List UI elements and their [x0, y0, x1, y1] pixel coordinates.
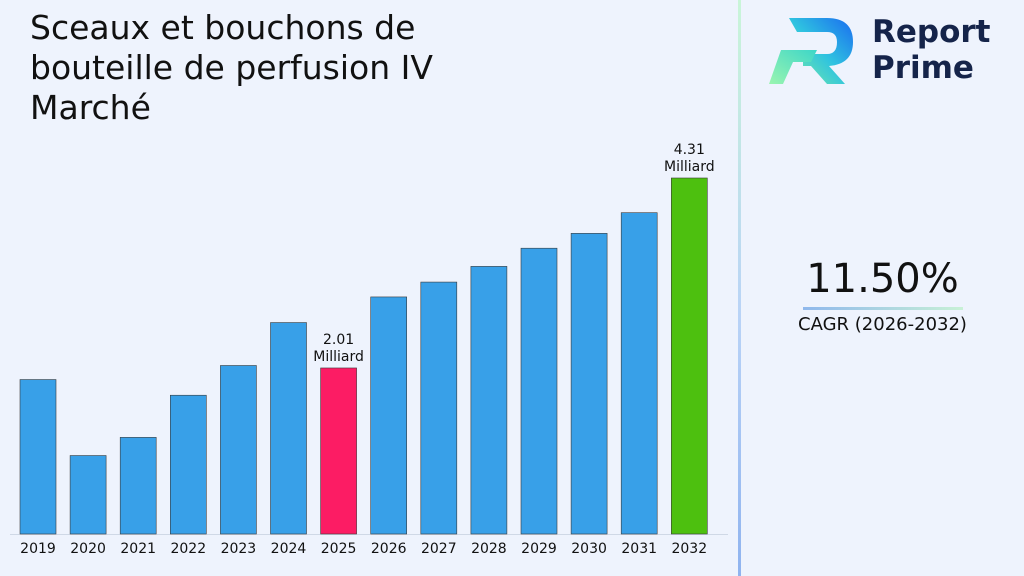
x-tick-label-2024: 2024 [271, 541, 307, 557]
brand-line-1: Report [872, 14, 991, 50]
bar-2028 [470, 266, 508, 535]
bar-2024 [270, 322, 307, 535]
bar-2032 [670, 177, 708, 535]
cagr-value: 11.50% [806, 256, 959, 302]
chart-title: Sceaux et bouchons de bouteille de perfu… [30, 8, 433, 127]
x-tick-label-2023: 2023 [221, 541, 257, 557]
brand-name: Report Prime [872, 14, 991, 86]
bar-2029 [520, 247, 558, 535]
x-tick-label-2025: 2025 [321, 541, 357, 557]
x-tick-label-2020: 2020 [70, 541, 106, 557]
info-panel: Report Prime 11.50% CAGR (2026-2032) [741, 0, 1024, 576]
bar-2030 [570, 233, 608, 535]
brand-line-2: Prime [872, 50, 974, 86]
bar-2026 [370, 296, 408, 535]
cagr-label: CAGR (2026-2032) [798, 314, 967, 335]
data-label-value-2032: 4.31 [674, 142, 705, 158]
x-tick-label-2031: 2031 [621, 541, 657, 557]
bar-2022 [170, 394, 207, 535]
x-tick-label-2019: 2019 [20, 541, 56, 557]
data-label-value-2025: 2.01 [323, 332, 354, 348]
x-tick-label-2032: 2032 [671, 541, 707, 557]
x-tick-label-2028: 2028 [471, 541, 507, 557]
bar-2019 [19, 379, 57, 535]
bar-2021 [119, 437, 157, 535]
x-tick-label-2027: 2027 [421, 541, 457, 557]
report-prime-logo-icon [769, 18, 853, 84]
data-label-unit-2025: Milliard [313, 349, 364, 365]
panel-divider [738, 0, 741, 576]
bar-2031 [620, 212, 658, 535]
x-tick-label-2029: 2029 [521, 541, 557, 557]
chart-panel: Sceaux et bouchons de bouteille de perfu… [10, 8, 728, 557]
x-tick-label-2022: 2022 [170, 541, 206, 557]
bar-chart: 2019 2020 2021 2022 2023 2024 2025 2026 2027 2028… [10, 142, 728, 557]
bar-2023 [220, 365, 257, 535]
bar-2025 [320, 367, 357, 535]
x-tick-label-2030: 2030 [571, 541, 607, 557]
bar-2020 [69, 455, 107, 535]
x-tick-label-2026: 2026 [371, 541, 407, 557]
bar-2027 [420, 281, 458, 535]
cagr-underline [803, 307, 963, 310]
data-label-unit-2032: Milliard [664, 159, 715, 175]
x-tick-label-2021: 2021 [120, 541, 156, 557]
